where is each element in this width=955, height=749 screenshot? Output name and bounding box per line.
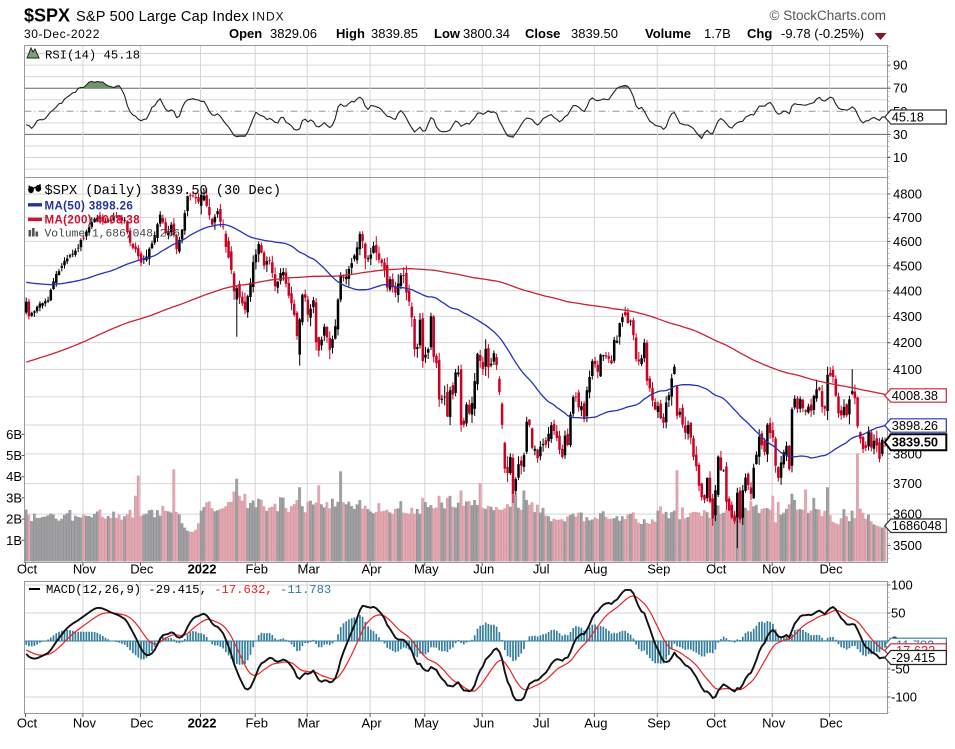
svg-text:Sep: Sep xyxy=(647,716,670,731)
svg-text:S&P 500 Large Cap Index: S&P 500 Large Cap Index xyxy=(76,9,249,25)
svg-text:70: 70 xyxy=(893,81,907,96)
svg-text:Sep: Sep xyxy=(647,562,670,577)
svg-text:3839.50: 3839.50 xyxy=(571,26,618,41)
svg-text:MACD(12,26,9) -29.415, -17.632: MACD(12,26,9) -29.415, -17.632, -11.783 xyxy=(46,583,331,597)
svg-text:Dec: Dec xyxy=(820,562,844,577)
svg-text:Dec: Dec xyxy=(130,716,154,731)
svg-text:May: May xyxy=(414,562,439,577)
svg-text:$SPX: $SPX xyxy=(24,6,70,26)
svg-text:4100: 4100 xyxy=(893,362,922,377)
svg-text:3829.06: 3829.06 xyxy=(270,26,317,41)
svg-text:4400: 4400 xyxy=(893,283,922,298)
svg-text:4500: 4500 xyxy=(893,258,922,273)
svg-text:Dec: Dec xyxy=(820,716,844,731)
svg-text:Mar: Mar xyxy=(298,562,321,577)
svg-text:30: 30 xyxy=(893,127,907,142)
svg-text:Oct: Oct xyxy=(17,562,38,577)
svg-text:Close: Close xyxy=(525,26,560,41)
svg-text:May: May xyxy=(414,716,439,731)
svg-text:$SPX (Daily) 3839.50 (30 Dec): $SPX (Daily) 3839.50 (30 Dec) xyxy=(45,184,282,199)
svg-text:Jun: Jun xyxy=(473,562,494,577)
svg-text:Jul: Jul xyxy=(533,562,550,577)
svg-text:Nov: Nov xyxy=(762,716,786,731)
svg-text:Nov: Nov xyxy=(73,716,97,731)
svg-text:High: High xyxy=(336,26,365,41)
svg-text:4008.38: 4008.38 xyxy=(892,388,938,403)
svg-text:45.18: 45.18 xyxy=(892,109,924,124)
svg-text:Apr: Apr xyxy=(361,562,382,577)
svg-text:Low: Low xyxy=(434,26,461,41)
svg-text:Feb: Feb xyxy=(246,716,268,731)
svg-text:3500: 3500 xyxy=(893,538,922,553)
svg-text:MA(200) 4008.38: MA(200) 4008.38 xyxy=(45,215,141,227)
svg-text:5B: 5B xyxy=(6,448,22,463)
svg-text:MA(50) 3898.26: MA(50) 3898.26 xyxy=(45,200,134,212)
svg-text:Chg: Chg xyxy=(747,26,772,41)
svg-text:RSI(14) 45.18: RSI(14) 45.18 xyxy=(45,49,140,63)
svg-text:50: 50 xyxy=(891,606,905,621)
svg-text:Nov: Nov xyxy=(762,562,786,577)
svg-text:-50: -50 xyxy=(891,662,910,677)
svg-text:3600: 3600 xyxy=(893,507,922,522)
svg-text:4600: 4600 xyxy=(893,234,922,249)
svg-text:3839.50: 3839.50 xyxy=(892,435,938,450)
svg-text:Mar: Mar xyxy=(298,716,321,731)
svg-text:INDX: INDX xyxy=(252,10,285,24)
svg-text:Oct: Oct xyxy=(17,716,38,731)
svg-text:-29.415: -29.415 xyxy=(892,650,935,665)
svg-text:100: 100 xyxy=(891,578,913,593)
svg-text:Open: Open xyxy=(229,26,262,41)
svg-text:1686048: 1686048 xyxy=(892,518,942,533)
svg-text:4800: 4800 xyxy=(893,187,922,202)
svg-text:2B: 2B xyxy=(6,512,22,527)
svg-text:3898.26: 3898.26 xyxy=(892,418,938,433)
svg-text:Feb: Feb xyxy=(246,562,268,577)
svg-text:Jun: Jun xyxy=(473,716,494,731)
svg-text:-9.78 (-0.25%): -9.78 (-0.25%) xyxy=(781,26,864,41)
svg-text:Jul: Jul xyxy=(533,716,550,731)
svg-text:Aug: Aug xyxy=(584,716,607,731)
svg-text:Dec: Dec xyxy=(130,562,154,577)
svg-text:Volume: Volume xyxy=(645,26,691,41)
svg-text:30-Dec-2022: 30-Dec-2022 xyxy=(24,27,100,41)
svg-text:4B: 4B xyxy=(6,469,22,484)
svg-text:© StockCharts.com: © StockCharts.com xyxy=(770,8,886,23)
svg-text:Nov: Nov xyxy=(73,562,97,577)
svg-text:6B: 6B xyxy=(6,427,22,442)
svg-text:-100: -100 xyxy=(891,690,917,705)
svg-text:Apr: Apr xyxy=(361,716,382,731)
svg-text:4700: 4700 xyxy=(893,210,922,225)
svg-text:90: 90 xyxy=(893,58,907,73)
svg-text:2022: 2022 xyxy=(188,716,217,731)
svg-text:3800.34: 3800.34 xyxy=(463,26,510,41)
svg-text:Aug: Aug xyxy=(584,562,607,577)
svg-text:Oct: Oct xyxy=(706,562,727,577)
svg-text:10: 10 xyxy=(893,150,907,165)
svg-text:1.7B: 1.7B xyxy=(704,26,731,41)
svg-text:3B: 3B xyxy=(6,490,22,505)
svg-text:Oct: Oct xyxy=(706,716,727,731)
svg-text:3839.85: 3839.85 xyxy=(371,26,418,41)
svg-text:2022: 2022 xyxy=(188,562,217,577)
svg-text:Volume 1,686,048,256: Volume 1,686,048,256 xyxy=(45,229,181,241)
svg-text:1B: 1B xyxy=(6,533,22,548)
svg-text:4200: 4200 xyxy=(893,335,922,350)
svg-text:3700: 3700 xyxy=(893,476,922,491)
svg-text:4300: 4300 xyxy=(893,309,922,324)
